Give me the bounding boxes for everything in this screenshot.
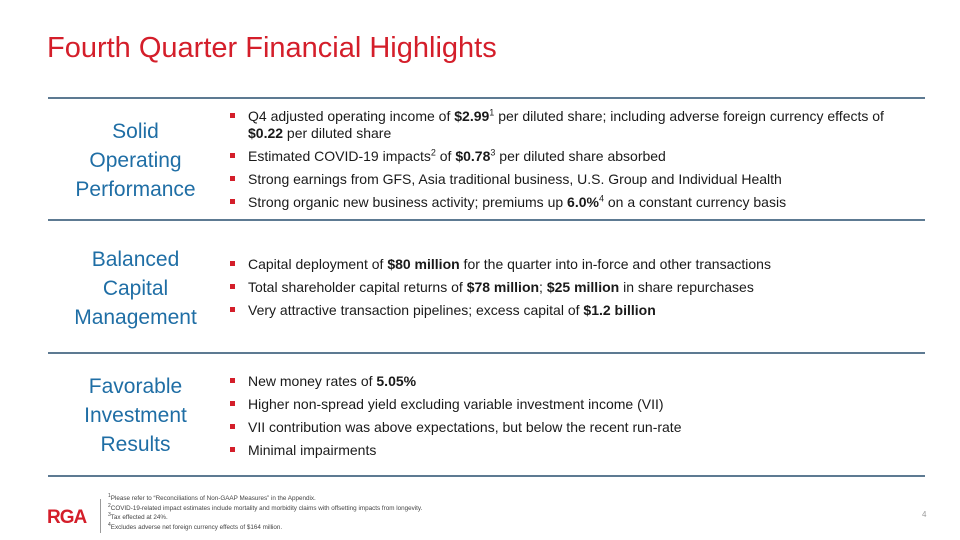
divider-2 [48, 352, 925, 354]
page-number: 4 [922, 510, 927, 519]
square-bullet-icon [230, 113, 235, 118]
divider-bottom [48, 475, 925, 477]
slide-title: Fourth Quarter Financial Highlights [47, 32, 497, 64]
bullet-list-investment: New money rates of 5.05% Higher non-sprea… [230, 373, 920, 465]
bullet-item: Strong organic new business activity; pr… [230, 194, 920, 211]
label-line: Favorable [88, 375, 183, 398]
footnote-4: 4Excludes adverse net foreign currency e… [108, 521, 283, 531]
label-line: Management [74, 306, 197, 329]
bullet-item: Total shareholder capital returns of $78… [230, 279, 920, 296]
rga-logo: RGA [47, 507, 87, 528]
bullet-list-operating: Q4 adjusted operating income of $2.991 p… [230, 108, 920, 217]
footnotes: 1Please refer to “Reconciliations of Non… [108, 492, 708, 532]
square-bullet-icon [230, 176, 235, 181]
square-bullet-icon [230, 261, 235, 266]
square-bullet-icon [230, 401, 235, 406]
bullet-list-capital: Capital deployment of $80 million for th… [230, 256, 920, 325]
footnote-3: 3Tax effected at 24%. [108, 511, 168, 521]
section-label-solid-operating-performance: Solid Operating Performance [48, 117, 223, 204]
bullet-item: Q4 adjusted operating income of $2.991 p… [230, 108, 920, 142]
label-line: Solid [112, 120, 159, 143]
logo-separator [100, 499, 101, 533]
bullet-item: VII contribution was above expectations,… [230, 419, 920, 436]
square-bullet-icon [230, 153, 235, 158]
label-line: Performance [75, 178, 196, 201]
footnote-2: 2COVID-19-related impact estimates inclu… [108, 502, 423, 512]
label-line: Balanced [91, 248, 180, 271]
section-label-favorable-investment-results: Favorable Investment Results [48, 372, 223, 459]
bullet-item: Very attractive transaction pipelines; e… [230, 302, 920, 319]
label-line: Capital [102, 277, 169, 300]
divider-top [48, 97, 925, 99]
bullet-item: Capital deployment of $80 million for th… [230, 256, 920, 273]
square-bullet-icon [230, 284, 235, 289]
square-bullet-icon [230, 447, 235, 452]
label-line: Results [100, 433, 171, 456]
label-line: Operating [89, 149, 182, 172]
bullet-item: Strong earnings from GFS, Asia tradition… [230, 171, 920, 188]
bullet-item: Higher non-spread yield excluding variab… [230, 396, 920, 413]
bullet-item: New money rates of 5.05% [230, 373, 920, 390]
bullet-item: Estimated COVID-19 impacts2 of $0.783 pe… [230, 148, 920, 165]
section-label-balanced-capital-management: Balanced Capital Management [48, 245, 223, 332]
square-bullet-icon [230, 307, 235, 312]
footnote-1: 1Please refer to “Reconciliations of Non… [108, 492, 316, 502]
bullet-item: Minimal impairments [230, 442, 920, 459]
square-bullet-icon [230, 424, 235, 429]
square-bullet-icon [230, 378, 235, 383]
label-line: Investment [84, 404, 187, 427]
square-bullet-icon [230, 199, 235, 204]
divider-1 [48, 219, 925, 221]
